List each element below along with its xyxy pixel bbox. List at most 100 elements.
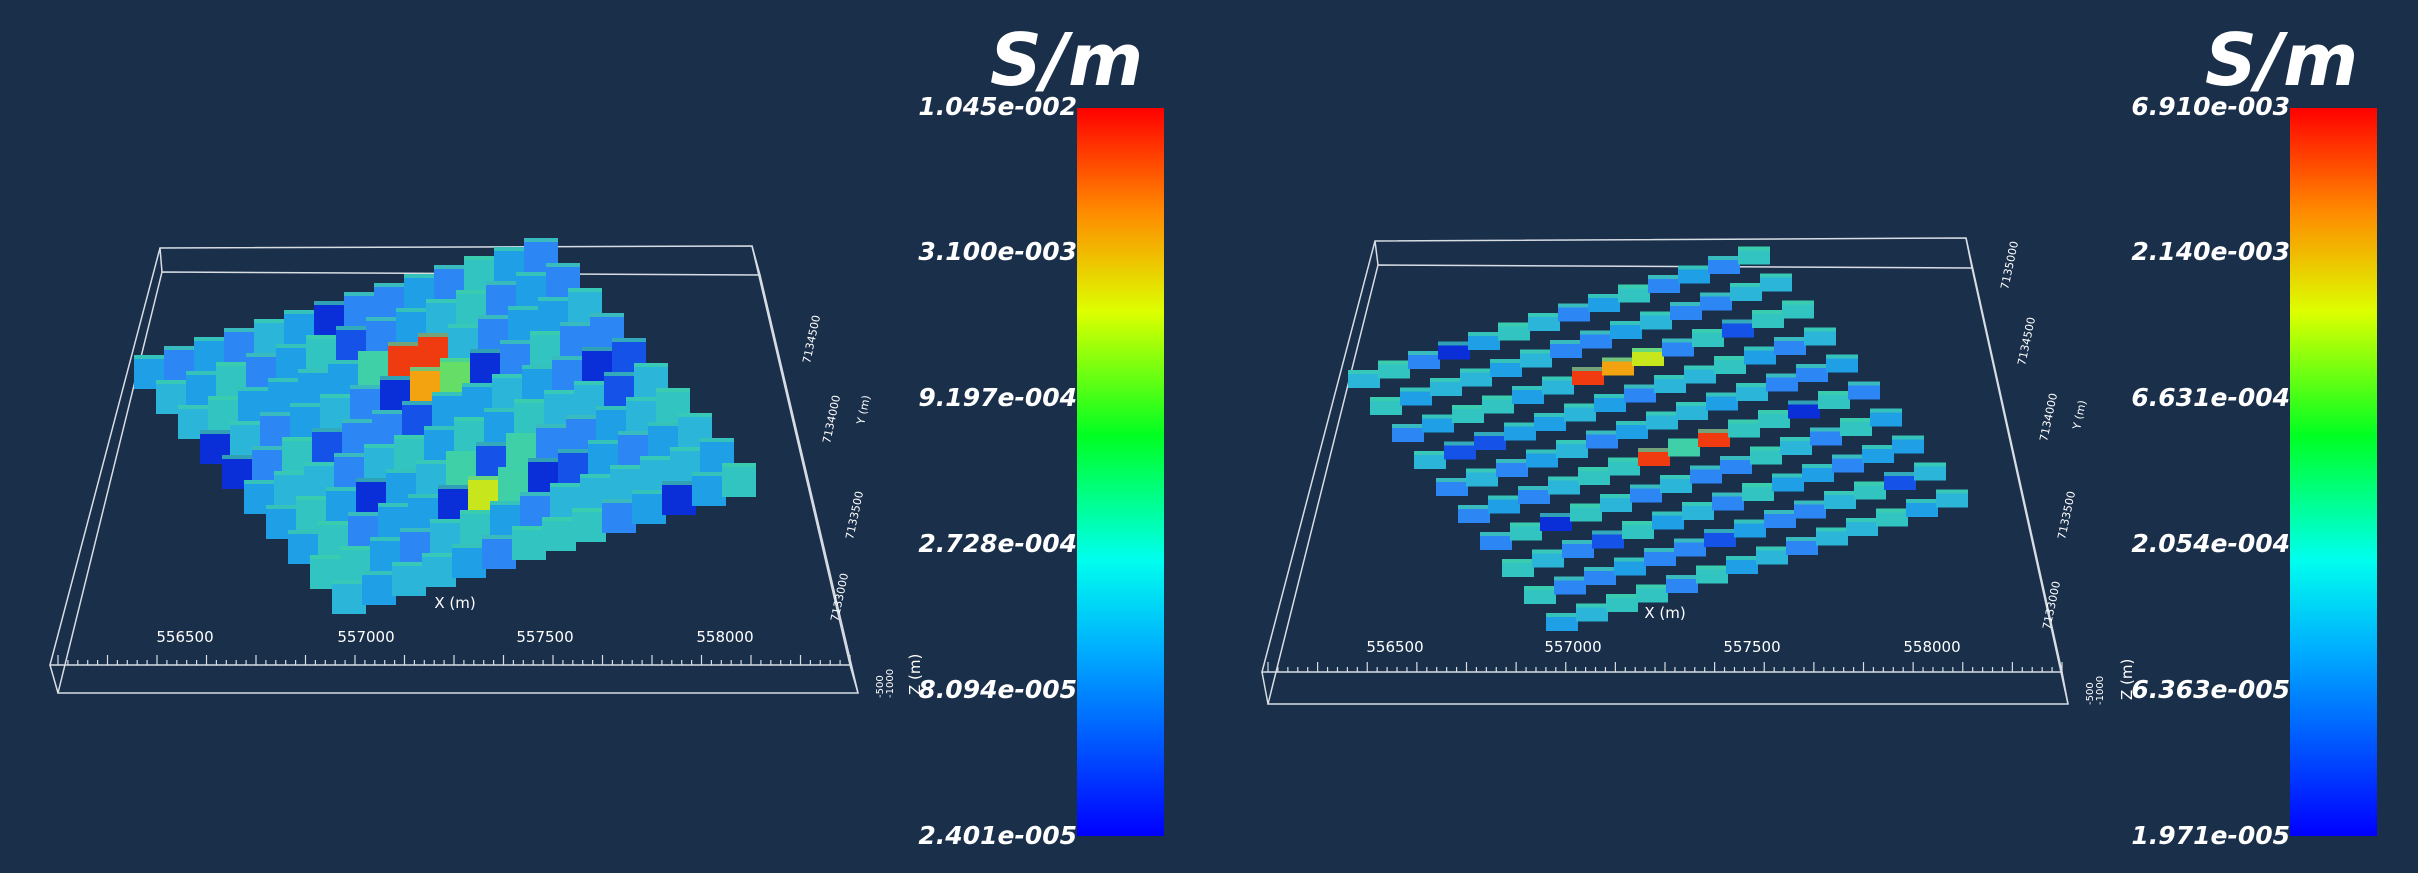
voxel-cell <box>1786 537 1818 555</box>
voxel-cell-top <box>284 310 318 314</box>
voxel-cell-top <box>1624 384 1656 389</box>
voxel-cell <box>1532 549 1564 568</box>
voxel-cell-top <box>1796 364 1828 368</box>
voxel-cell-top <box>1370 397 1402 401</box>
voxel-cell-top <box>378 503 412 507</box>
voxel-cell <box>1556 440 1588 458</box>
voxel-cell-top <box>1660 475 1692 479</box>
right-x-tick-label: 557000 <box>1544 638 1601 656</box>
voxel-cell <box>1474 432 1506 450</box>
voxel-cell-top <box>224 328 258 332</box>
voxel-cell-top <box>1392 424 1424 428</box>
voxel-cell <box>1580 330 1612 349</box>
voxel-cell-top <box>500 340 534 344</box>
voxel-cell-top <box>612 338 646 342</box>
voxel-cell-top <box>1348 370 1380 374</box>
voxel-cell <box>1794 500 1826 519</box>
voxel-cell <box>1490 359 1522 377</box>
voxel-cell-top <box>1682 502 1714 506</box>
voxel-cell-top <box>1436 478 1468 482</box>
voxel-cell-top <box>340 546 374 550</box>
voxel-cell-top <box>1780 437 1812 441</box>
voxel-cell <box>1696 565 1728 584</box>
voxel-cell <box>1766 373 1798 392</box>
voxel-cell <box>1788 400 1820 419</box>
voxel-cell-top <box>1704 529 1736 533</box>
voxel-cell <box>1700 292 1732 311</box>
voxel-cell-top <box>456 290 490 294</box>
voxel-cell <box>332 580 366 614</box>
voxel-cell-top <box>700 438 734 442</box>
right-x-tick-label: 557500 <box>1723 638 1780 656</box>
voxel-cell-top <box>1546 613 1578 617</box>
voxel-cell <box>1824 491 1856 509</box>
voxel-cell-top <box>678 413 712 417</box>
voxel-cell <box>1692 329 1724 347</box>
voxel-cell-top <box>290 403 324 407</box>
voxel-cell <box>1616 421 1648 439</box>
voxel-cell-top <box>1674 538 1706 543</box>
voxel-cell-top <box>246 353 280 357</box>
voxel-cell-top <box>1690 465 1722 470</box>
voxel-cell-top <box>1726 556 1758 560</box>
voxel-cell <box>1618 284 1650 303</box>
voxel-cell <box>1614 557 1646 576</box>
voxel-cell <box>1438 341 1470 360</box>
voxel-cell-top <box>1504 422 1536 427</box>
voxel-cell-top <box>484 408 518 412</box>
voxel-cell-top <box>1466 468 1498 473</box>
voxel-cell-top <box>1564 403 1596 408</box>
voxel-cell-top <box>342 419 376 423</box>
voxel-cell-top <box>222 455 256 459</box>
voxel-cell <box>1592 530 1624 549</box>
voxel-cell-top <box>1734 519 1766 524</box>
voxel-cell-top <box>1480 532 1512 536</box>
voxel-cell-top <box>306 335 340 339</box>
voxel-cell-top <box>580 474 614 478</box>
voxel-cell-top <box>528 458 562 462</box>
voxel-cell <box>1636 584 1668 603</box>
left-y-tick-label: 7133500 <box>843 490 866 541</box>
voxel-cell-top <box>156 380 190 384</box>
voxel-cell-top <box>1738 246 1770 251</box>
voxel-cell-top <box>434 265 468 269</box>
right-x-ticks <box>1267 662 2063 672</box>
voxel-cell-top <box>432 392 466 396</box>
voxel-cell-top <box>282 437 316 441</box>
voxel-cell-top <box>386 469 420 473</box>
voxel-cell-top <box>186 371 220 375</box>
voxel-cell-top <box>1614 557 1646 562</box>
voxel-cell <box>1764 510 1796 528</box>
voxel-cell <box>1572 367 1604 385</box>
voxel-cell-top <box>1498 322 1530 327</box>
voxel-cell-top <box>1802 464 1834 468</box>
voxel-cell <box>1698 429 1730 447</box>
voxel-cell <box>1892 435 1924 454</box>
voxel-cell <box>1796 364 1828 382</box>
voxel-cell-top <box>230 421 264 425</box>
voxel-cell-top <box>1788 400 1820 405</box>
voxel-cell-top <box>314 301 348 305</box>
voxel-cell-top <box>590 313 624 317</box>
voxel-cell-top <box>1666 575 1698 579</box>
voxel-cell-top <box>492 374 526 378</box>
voxel-cell <box>1488 495 1520 514</box>
voxel-cell <box>1670 302 1702 320</box>
voxel-cell-top <box>1884 472 1916 476</box>
voxel-cell-top <box>1706 392 1738 397</box>
voxel-cell-top <box>1722 319 1754 324</box>
voxel-cell <box>1370 397 1402 415</box>
voxel-cell <box>692 472 726 506</box>
voxel-cell-top <box>1572 367 1604 371</box>
voxel-cell-top <box>374 283 408 287</box>
left-y-tick-label: 7134000 <box>820 394 843 445</box>
voxel-cell <box>722 463 756 497</box>
voxel-cell-top <box>1678 265 1710 270</box>
voxel-cell-top <box>426 299 460 303</box>
voxel-cell <box>1468 332 1500 350</box>
voxel-cell-top <box>1840 418 1872 422</box>
voxel-cell-top <box>1816 527 1848 532</box>
voxel-cell <box>1734 519 1766 538</box>
voxel-cell-top <box>1846 518 1878 522</box>
voxel-cell-top <box>1752 310 1784 314</box>
